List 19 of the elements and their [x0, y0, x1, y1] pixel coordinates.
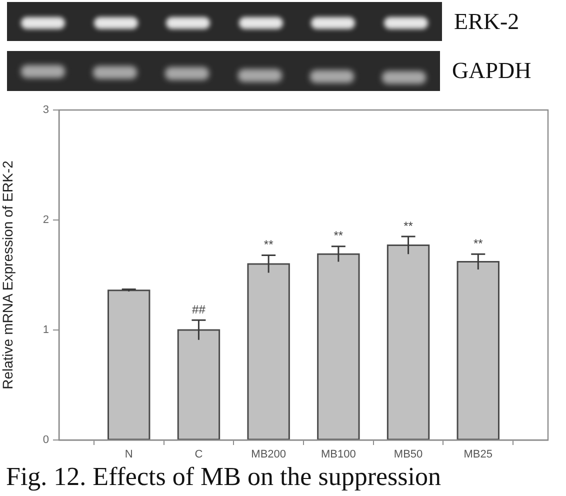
x-tick-label: MB25: [464, 448, 493, 461]
y-tick-label: 3: [42, 104, 49, 116]
x-tick-label: MB50: [394, 448, 423, 461]
x-tick-label: C: [194, 448, 203, 461]
annotation: **: [404, 218, 414, 233]
x-tick-label: MB200: [251, 448, 286, 461]
annotation: **: [264, 238, 274, 252]
annotation: **: [473, 236, 484, 250]
caption: Fig. 12. Effects of MB on the suppression: [6, 462, 441, 492]
y-axis-title: Relative mRNA Expression of ERK-2: [0, 160, 16, 390]
annotation: **: [334, 228, 344, 243]
y-tick-label: 1: [42, 324, 49, 336]
text: ERK-2: [454, 8, 520, 36]
x-tick-label: MB100: [321, 448, 356, 461]
y-tick-label: 2: [42, 214, 49, 226]
text: GAPDH: [452, 57, 532, 85]
annotation: ##: [192, 302, 206, 316]
y-tick-label: 0: [42, 434, 49, 446]
x-tick-label: N: [124, 448, 133, 461]
